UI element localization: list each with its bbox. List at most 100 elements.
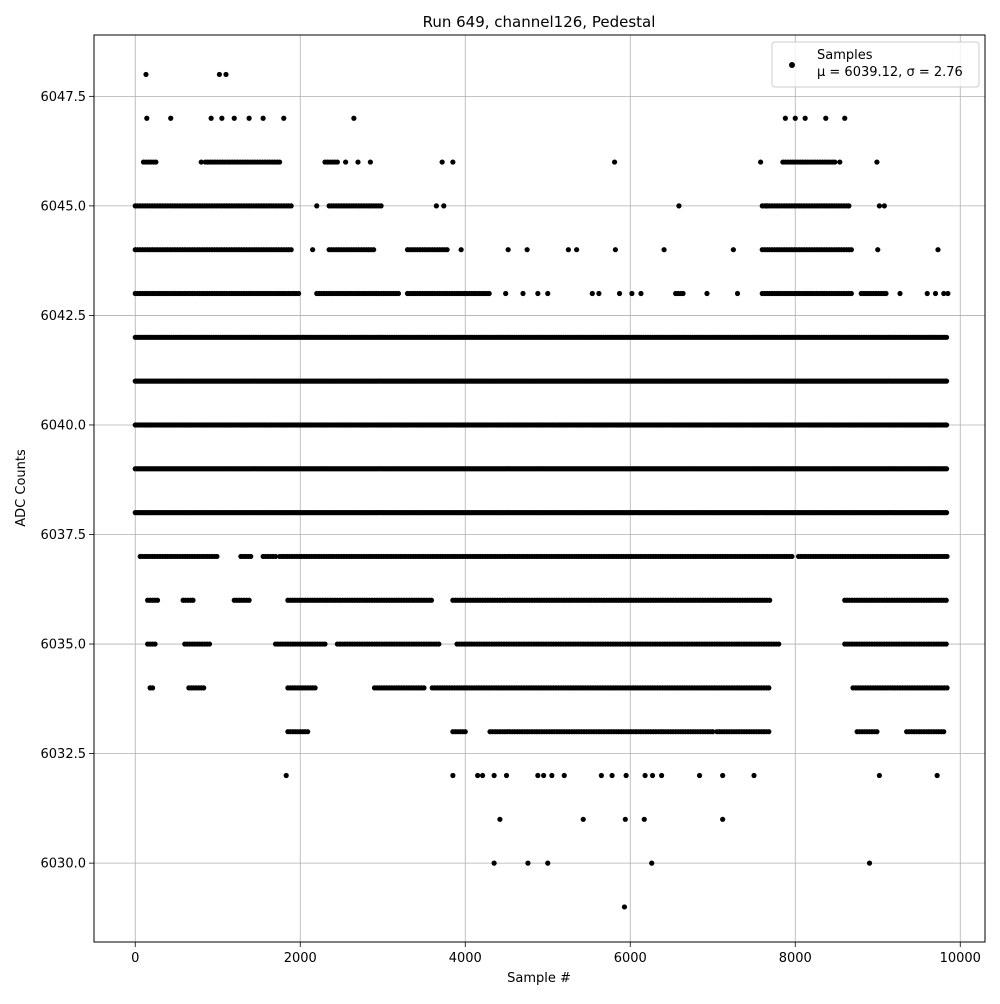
x-tick-label: 8000	[779, 951, 812, 966]
data-point	[355, 159, 361, 165]
data-point	[598, 772, 604, 779]
data-point	[642, 772, 648, 779]
legend-marker	[789, 62, 795, 68]
data-point	[505, 247, 511, 253]
data-point	[704, 290, 710, 297]
data-point	[450, 772, 456, 779]
data-point	[720, 816, 726, 822]
data-point	[941, 729, 947, 735]
data-point	[876, 772, 883, 779]
data-point	[680, 290, 686, 297]
data-point	[596, 290, 602, 297]
data-point	[943, 466, 950, 472]
data-point	[766, 685, 772, 691]
data-point	[248, 553, 254, 560]
data-point	[208, 115, 214, 121]
legend: Samples μ = 6039.12, σ = 2.76	[771, 41, 980, 88]
x-tick-label: 6000	[614, 951, 647, 966]
data-point	[932, 290, 939, 297]
y-tick-label: 6037.5	[41, 528, 87, 543]
data-point	[152, 641, 158, 647]
data-point	[444, 247, 450, 253]
x-tick-label: 2000	[284, 951, 317, 966]
y-tick-label: 6030.0	[41, 857, 87, 872]
data-point	[314, 203, 320, 209]
y-tick-label: 6040.0	[41, 418, 87, 433]
y-tick-label: 6035.0	[41, 638, 87, 653]
data-point	[272, 553, 279, 560]
data-point	[924, 290, 930, 297]
data-point	[190, 597, 196, 603]
data-point	[524, 247, 530, 253]
data-point	[565, 247, 571, 253]
data-point	[549, 772, 555, 779]
data-point	[661, 247, 667, 253]
data-point	[823, 115, 829, 121]
data-point	[782, 115, 788, 121]
data-point	[641, 816, 647, 822]
data-point	[734, 290, 741, 297]
data-point	[367, 159, 373, 165]
data-point	[288, 203, 294, 209]
data-point	[277, 159, 283, 165]
data-point	[143, 71, 149, 78]
x-tick-label: 0	[131, 951, 139, 966]
data-point	[246, 115, 252, 121]
data-point	[310, 247, 316, 253]
data-point	[710, 729, 716, 735]
data-point	[945, 290, 951, 297]
data-point	[934, 772, 940, 779]
data-point	[621, 904, 628, 910]
data-point	[789, 553, 795, 560]
data-point	[943, 378, 950, 384]
data-point	[776, 641, 782, 647]
data-point	[520, 290, 526, 297]
data-point	[875, 247, 881, 253]
data-point	[943, 509, 950, 516]
data-point	[883, 290, 889, 297]
data-point	[623, 772, 629, 779]
data-point	[283, 772, 289, 779]
data-point	[219, 115, 225, 121]
data-point	[223, 71, 229, 78]
data-point	[874, 729, 880, 735]
data-point	[943, 422, 950, 428]
data-point	[943, 641, 949, 647]
data-point	[260, 115, 266, 121]
data-point	[897, 290, 903, 297]
data-point	[792, 115, 798, 121]
data-point	[580, 816, 586, 822]
data-point	[649, 772, 656, 779]
data-point	[943, 334, 950, 340]
data-point	[874, 159, 880, 165]
data-point	[730, 247, 736, 253]
data-point	[866, 860, 873, 866]
data-point	[767, 597, 773, 603]
data-point	[371, 247, 377, 253]
data-point	[848, 247, 854, 253]
y-tick-label: 6042.5	[41, 309, 87, 324]
chart-title: Run 649, channel126, Pedestal	[423, 13, 656, 31]
data-point	[638, 290, 644, 297]
data-point	[503, 772, 510, 779]
data-point	[351, 115, 357, 121]
data-point	[433, 203, 439, 209]
data-point	[535, 290, 541, 297]
x-tick-label: 10000	[940, 951, 981, 966]
data-point	[574, 247, 580, 253]
data-point	[944, 685, 950, 691]
data-point	[616, 290, 623, 297]
data-point	[503, 290, 509, 297]
data-point	[612, 247, 619, 253]
data-point	[491, 772, 497, 779]
data-point	[458, 247, 464, 253]
data-point	[491, 860, 497, 866]
data-point	[842, 115, 848, 121]
data-point	[696, 772, 703, 779]
data-point	[848, 290, 854, 297]
data-point	[486, 290, 492, 297]
data-point	[305, 729, 311, 735]
legend-box	[771, 41, 980, 88]
